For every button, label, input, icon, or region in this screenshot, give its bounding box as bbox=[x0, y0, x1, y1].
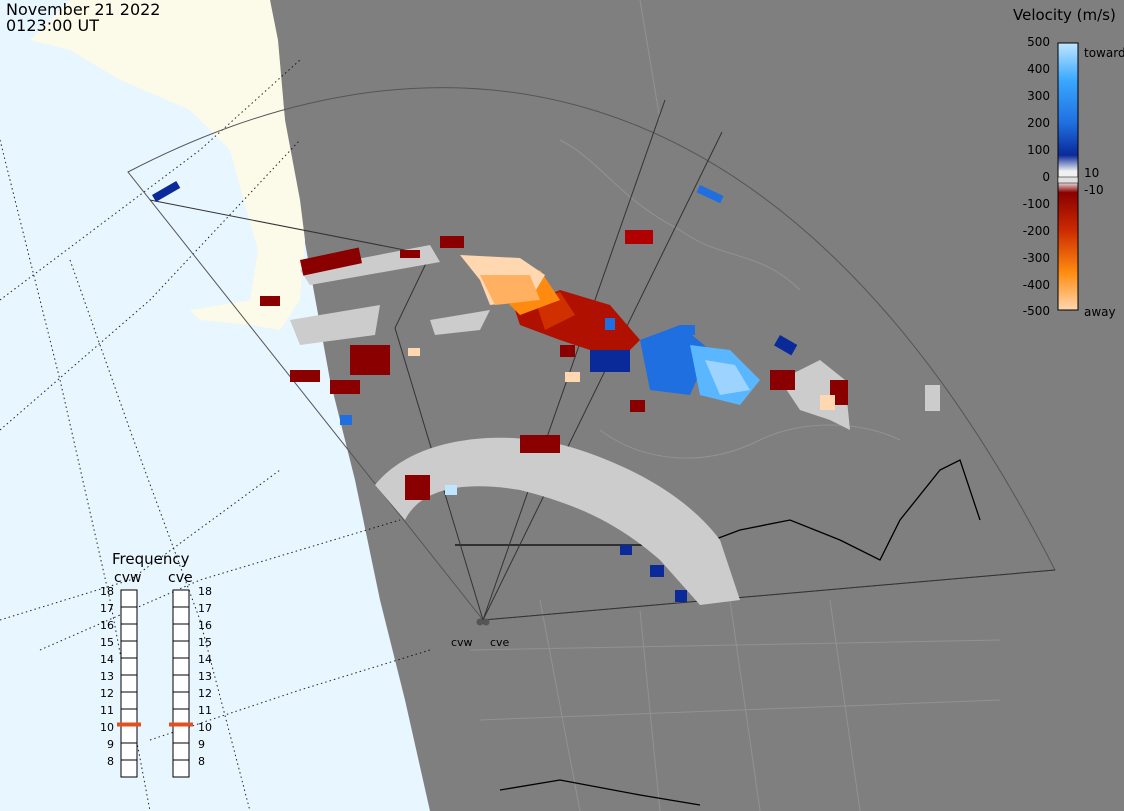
frequency-cell bbox=[172, 725, 190, 744]
frequency-scale-label: 17 bbox=[100, 602, 114, 615]
fov-outlines bbox=[127, 87, 1056, 621]
frequency-scale-label: 11 bbox=[198, 704, 212, 717]
frequency-cell bbox=[172, 759, 190, 778]
night-land bbox=[270, 0, 1124, 811]
us-canada-border bbox=[455, 459, 981, 561]
colorbar-tick: 0 bbox=[1042, 170, 1050, 184]
frequency-scale-label: 12 bbox=[100, 687, 114, 700]
site-marker-cve bbox=[482, 618, 490, 626]
frequency-scale-label: 13 bbox=[198, 670, 212, 683]
colorbar-tick: -200 bbox=[1022, 224, 1050, 238]
frequency-cell bbox=[172, 589, 190, 608]
frequency-scale-label: 16 bbox=[100, 619, 114, 632]
frequency-cell bbox=[172, 742, 190, 761]
scatter-away bbox=[260, 230, 848, 500]
frequency-scale-label: 18 bbox=[100, 585, 114, 598]
velocity-colorbar bbox=[1057, 42, 1079, 311]
frequency-scale-label: 14 bbox=[198, 653, 212, 666]
site-marker-cvw bbox=[476, 618, 484, 626]
colorbar-label-neg10: -10 bbox=[1084, 183, 1104, 197]
frequency-cell bbox=[120, 623, 138, 642]
frequency-cell bbox=[172, 623, 190, 642]
frequency-scale-label: 8 bbox=[107, 755, 114, 768]
colorbar-label-away: away bbox=[1084, 305, 1116, 319]
frequency-scale-label: 9 bbox=[107, 738, 114, 751]
frequency-scale-label: 12 bbox=[198, 687, 212, 700]
colorbar-tick: 500 bbox=[1027, 35, 1050, 49]
frequency-title: Frequency bbox=[112, 550, 190, 568]
frequency-cell bbox=[172, 691, 190, 710]
frequency-scale-label: 14 bbox=[100, 653, 114, 666]
frequency-cell bbox=[120, 725, 138, 744]
frequency-bars bbox=[117, 589, 193, 778]
frequency-scale-label: 9 bbox=[198, 738, 205, 751]
southern-border bbox=[499, 779, 701, 806]
frequency-cell bbox=[120, 691, 138, 710]
colorbar-tick: 400 bbox=[1027, 62, 1050, 76]
frequency-cell bbox=[120, 742, 138, 761]
radar-name-cvw: cvw bbox=[114, 570, 142, 586]
frequency-scale-label: 17 bbox=[198, 602, 212, 615]
frequency-cell bbox=[172, 657, 190, 676]
colorbar-title: Velocity (m/s) bbox=[1013, 6, 1116, 24]
colorbar-label-pos10: 10 bbox=[1084, 166, 1100, 180]
plot-date: November 21 2022 bbox=[6, 0, 161, 19]
site-label-cvw: cvw bbox=[451, 636, 473, 649]
radar-sites bbox=[476, 618, 490, 626]
sunlit-land bbox=[30, 0, 305, 330]
plot-time: 0123:00 UT bbox=[6, 16, 100, 35]
frequency-cell bbox=[120, 606, 138, 625]
colorbar-tick: -500 bbox=[1022, 304, 1050, 318]
frequency-scale-label: 13 bbox=[100, 670, 114, 683]
frequency-cell bbox=[172, 674, 190, 693]
frequency-cell bbox=[172, 640, 190, 659]
colorbar-tick: 100 bbox=[1027, 143, 1050, 157]
frequency-scale-label: 15 bbox=[198, 636, 212, 649]
colorbar-tick: 300 bbox=[1027, 89, 1050, 103]
frequency-scale-label: 16 bbox=[198, 619, 212, 632]
frequency-cell bbox=[120, 759, 138, 778]
frequency-scale-label: 8 bbox=[198, 755, 205, 768]
borders bbox=[469, 0, 1001, 811]
frequency-scale-label: 10 bbox=[198, 721, 212, 734]
colorbar-tick: -400 bbox=[1022, 278, 1050, 292]
colorbar-tick: -100 bbox=[1022, 197, 1050, 211]
frequency-cell bbox=[172, 606, 190, 625]
colorbar-tick: 200 bbox=[1027, 116, 1050, 130]
colorbar-tick: -300 bbox=[1022, 251, 1050, 265]
site-label-cve: cve bbox=[490, 636, 510, 649]
scatter-toward bbox=[151, 181, 798, 602]
frequency-scale-label: 18 bbox=[198, 585, 212, 598]
colorbar-label-toward: toward bbox=[1084, 46, 1124, 60]
frequency-scale-label: 11 bbox=[100, 704, 114, 717]
frequency-marker-cve bbox=[169, 722, 193, 727]
frequency-cell bbox=[120, 589, 138, 608]
frequency-cell bbox=[120, 657, 138, 676]
frequency-marker-cvw bbox=[117, 722, 141, 727]
radar-name-cve: cve bbox=[168, 570, 193, 586]
graticule bbox=[0, 59, 431, 811]
frequency-cell bbox=[120, 640, 138, 659]
frequency-cell bbox=[120, 674, 138, 693]
frequency-scale-label: 15 bbox=[100, 636, 114, 649]
frequency-scale-label: 10 bbox=[100, 721, 114, 734]
